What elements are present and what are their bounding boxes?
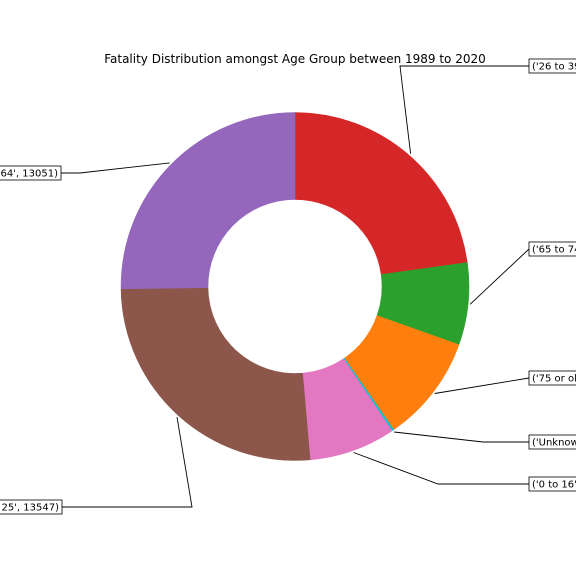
labels-layer: ('26 to 39 ('65 to 74 ('75 or ol ('Unknow ('… — [0, 58, 576, 515]
slice-label-box-6 — [0, 165, 62, 181]
slice-label-box-3 — [528, 434, 576, 450]
slice-label-text-5: 25', 13547) — [1, 503, 59, 514]
slice-label-text-6: 64', 13051) — [0, 169, 58, 180]
slice-label-box-2 — [528, 370, 576, 386]
slice-label-3: ('Unknow — [528, 434, 576, 450]
slice-5 — [120, 287, 311, 461]
slice-label-text-4: ('0 to 16' — [532, 480, 576, 491]
slice-label-text-1: ('65 to 74 — [532, 245, 576, 256]
leader-line-4 — [353, 452, 529, 485]
leaders-layer — [61, 65, 530, 508]
leader-line-2 — [434, 377, 530, 394]
slice-label-text-3: ('Unknow — [532, 438, 576, 449]
leader-line-0 — [399, 65, 529, 154]
slice-label-4: ('0 to 16' — [528, 476, 576, 492]
slice-label-box-1 — [528, 241, 576, 257]
slice-label-0: ('26 to 39 — [528, 58, 576, 74]
slice-label-2: ('75 or ol — [528, 370, 576, 386]
slice-label-5: 25', 13547) — [0, 499, 63, 515]
chart-title: Fatality Distribution amongst Age Group … — [104, 52, 486, 66]
leader-line-6 — [61, 162, 170, 174]
slice-label-text-0: ('26 to 39 — [532, 62, 576, 73]
slice-label-6: 64', 13051) — [0, 165, 62, 181]
slice-label-box-0 — [528, 58, 576, 74]
slice-0 — [294, 112, 468, 275]
slice-label-1: ('65 to 74 — [528, 241, 576, 257]
leader-line-3 — [394, 431, 529, 443]
slice-label-box-4 — [528, 476, 576, 492]
slice-6 — [120, 112, 296, 290]
leader-line-1 — [469, 248, 530, 305]
leader-line-5 — [62, 417, 193, 508]
slices-layer — [120, 112, 470, 461]
slice-label-box-5 — [0, 499, 63, 515]
slice-label-text-2: ('75 or ol — [532, 374, 576, 385]
